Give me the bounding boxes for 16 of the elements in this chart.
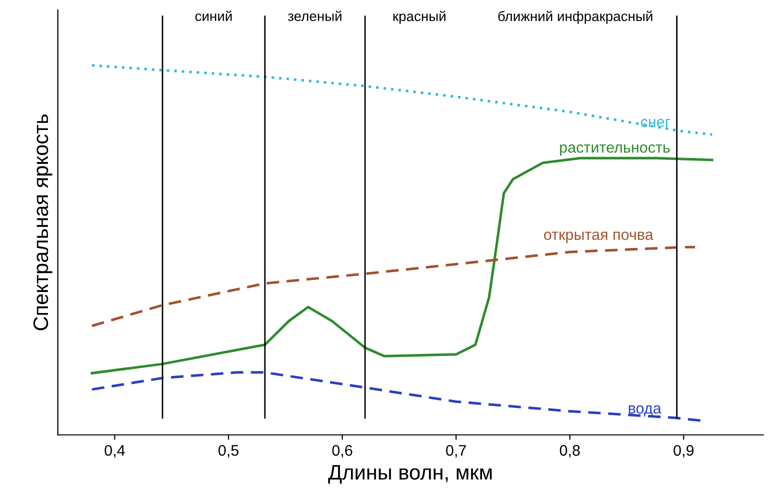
x-tick-label: 0,8 <box>560 445 580 458</box>
x-tick-label: 0,5 <box>218 445 238 458</box>
series-label: снег <box>640 118 670 128</box>
series-label: вода <box>628 405 662 417</box>
x-tick-label: 0,6 <box>332 445 352 458</box>
text: зеленый <box>288 10 342 22</box>
text: синий <box>195 10 232 22</box>
y-axis-title: Спектральная яркость <box>33 114 52 330</box>
text: красный <box>393 10 446 24</box>
x-axis-title: Длины волн, мкм <box>328 465 492 484</box>
series-label: открытая почва <box>544 232 654 243</box>
series-label: растительность <box>560 144 670 156</box>
text: ближний инфракрасный <box>498 10 652 24</box>
x-tick-label: 0,4 <box>104 445 125 458</box>
x-tick-label: 0,7 <box>446 445 466 458</box>
x-tick-label: 0,9 <box>674 445 694 458</box>
